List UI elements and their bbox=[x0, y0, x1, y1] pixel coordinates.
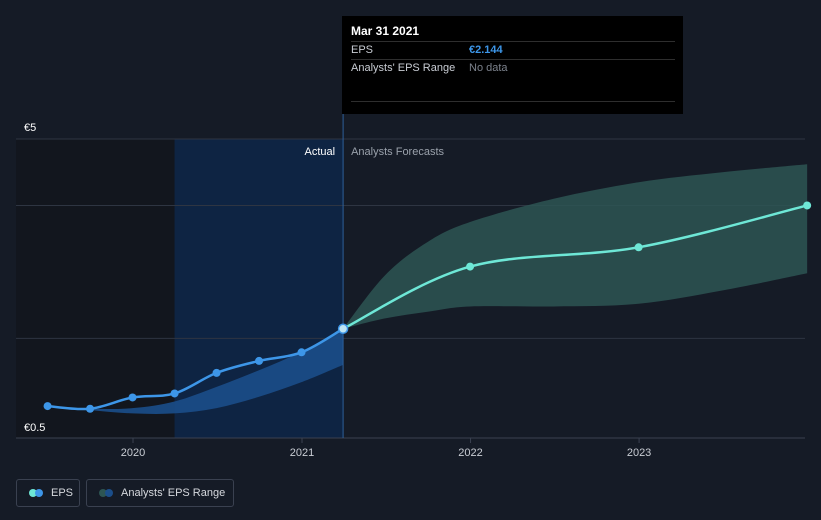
eps-data-point[interactable] bbox=[297, 348, 306, 357]
legend-eps-button[interactable]: EPS bbox=[16, 479, 80, 507]
eps-data-point[interactable] bbox=[86, 404, 95, 413]
legend-range-label: Analysts' EPS Range bbox=[121, 487, 226, 499]
x-tick-label: 2023 bbox=[627, 447, 651, 459]
past-shade bbox=[16, 139, 175, 438]
data-points bbox=[43, 201, 812, 413]
x-tick-label: 2022 bbox=[458, 447, 482, 459]
legend-eps-label: EPS bbox=[51, 487, 74, 499]
tooltip-eps-value: €2.144 bbox=[469, 44, 503, 56]
x-tick-label: 2020 bbox=[121, 447, 145, 459]
past-range-band bbox=[47, 328, 344, 414]
forecast-data-point[interactable] bbox=[634, 243, 643, 252]
x-axis-ticks: 2020 2021 2022 2023 bbox=[121, 438, 651, 459]
tooltip-range-value: No data bbox=[469, 62, 508, 74]
eps-data-point[interactable] bbox=[43, 402, 52, 411]
eps-legend-icon bbox=[29, 489, 45, 497]
eps-data-point[interactable] bbox=[212, 368, 221, 377]
eps-data-point[interactable] bbox=[337, 323, 349, 335]
tooltip-date: Mar 31 2021 bbox=[351, 24, 420, 38]
tooltip-divider bbox=[351, 101, 675, 102]
tooltip: Mar 31 2021 EPS €2.144 Analysts' EPS Ran… bbox=[342, 16, 683, 114]
legend-range-button[interactable]: Analysts' EPS Range bbox=[86, 479, 234, 507]
forecast-data-point[interactable] bbox=[466, 262, 475, 271]
forecast-data-point[interactable] bbox=[803, 201, 812, 210]
forecast-range-band bbox=[343, 164, 808, 329]
x-tick-label: 2021 bbox=[290, 447, 314, 459]
range-legend-icon bbox=[99, 489, 115, 497]
forecast-label: Analysts Forecasts bbox=[351, 146, 444, 158]
tooltip-row-eps: EPS €2.144 bbox=[351, 41, 675, 59]
eps-data-point[interactable] bbox=[170, 389, 179, 398]
actual-label: Actual bbox=[305, 146, 336, 158]
eps-data-point[interactable] bbox=[255, 356, 264, 365]
y-axis-bottom-label: €0.5 bbox=[24, 422, 45, 434]
eps-data-point[interactable] bbox=[128, 393, 137, 402]
tooltip-row-range: Analysts' EPS Range No data bbox=[351, 59, 675, 77]
eps-forecast-line bbox=[342, 204, 808, 330]
tooltip-eps-label: EPS bbox=[351, 44, 374, 56]
y-axis-top-label: €5 bbox=[24, 122, 36, 134]
tooltip-range-label: Analysts' EPS Range bbox=[351, 62, 456, 74]
